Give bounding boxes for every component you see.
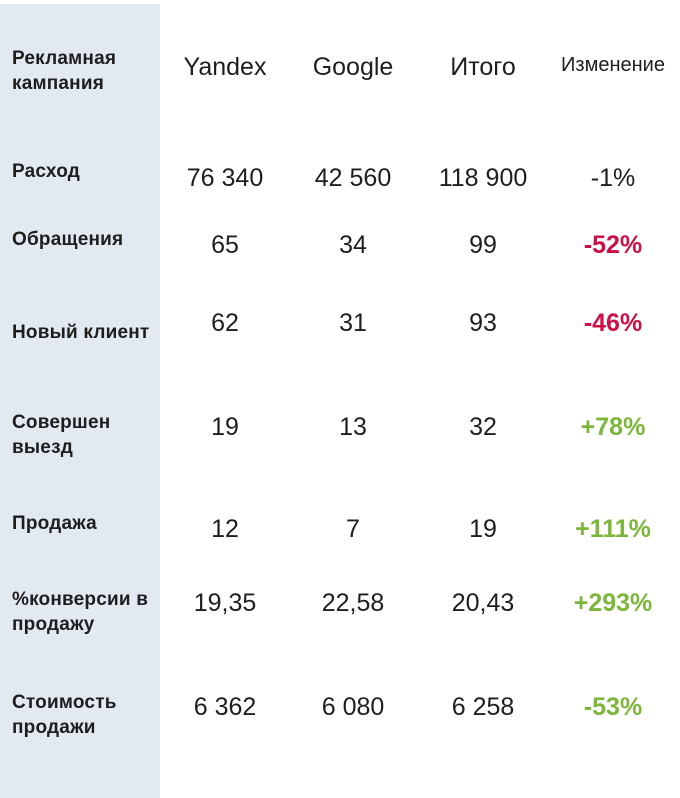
header-google: Google: [312, 52, 394, 81]
cell-change: -53%: [583, 692, 643, 721]
cell-total: 20,43: [451, 588, 515, 617]
header-yandex: Yandex: [183, 52, 267, 81]
row-label-inquiries: Обращения: [12, 228, 124, 250]
cell-total: 118 900: [438, 163, 528, 192]
cell-change: +78%: [580, 412, 646, 441]
row-label-new-client: Новый клиент: [12, 321, 150, 343]
cell-yandex: 6 362: [193, 692, 257, 721]
cell-change: +111%: [575, 514, 651, 543]
cell-google: 31: [339, 308, 367, 337]
row-label-visit: Совершен выезд: [12, 412, 111, 458]
cell-google: 22,58: [321, 588, 385, 617]
header-label: Рекламная кампания: [12, 48, 117, 94]
cell-yandex: 19: [211, 412, 239, 441]
cell-change: +293%: [573, 588, 653, 617]
cell-total: 93: [469, 308, 497, 337]
cell-google: 34: [339, 230, 367, 259]
cell-yandex: 12: [211, 514, 239, 543]
cell-total: 32: [469, 412, 497, 441]
header-change: Изменение: [561, 54, 665, 76]
cell-google: 7: [346, 514, 360, 543]
label-column-background: [0, 4, 160, 798]
row-label-sale: Продажа: [12, 512, 97, 534]
cell-total: 19: [469, 514, 497, 543]
cell-google: 13: [339, 412, 367, 441]
cell-total: 6 258: [451, 692, 515, 721]
cell-yandex: 62: [211, 308, 239, 337]
cell-total: 99: [469, 230, 497, 259]
cell-google: 6 080: [321, 692, 385, 721]
row-label-expense: Расход: [12, 160, 81, 182]
row-label-conversion: %конверсии в продажу: [12, 589, 149, 635]
cell-change: -52%: [583, 230, 643, 259]
cell-change: -1%: [590, 163, 636, 192]
cell-yandex: 76 340: [186, 163, 264, 192]
row-label-sale-cost: Стоимость продажи: [12, 692, 117, 738]
cell-yandex: 19,35: [193, 588, 257, 617]
cell-change: -46%: [583, 308, 643, 337]
cell-google: 42 560: [314, 163, 392, 192]
cell-yandex: 65: [211, 230, 239, 259]
header-total: Итого: [450, 52, 516, 81]
